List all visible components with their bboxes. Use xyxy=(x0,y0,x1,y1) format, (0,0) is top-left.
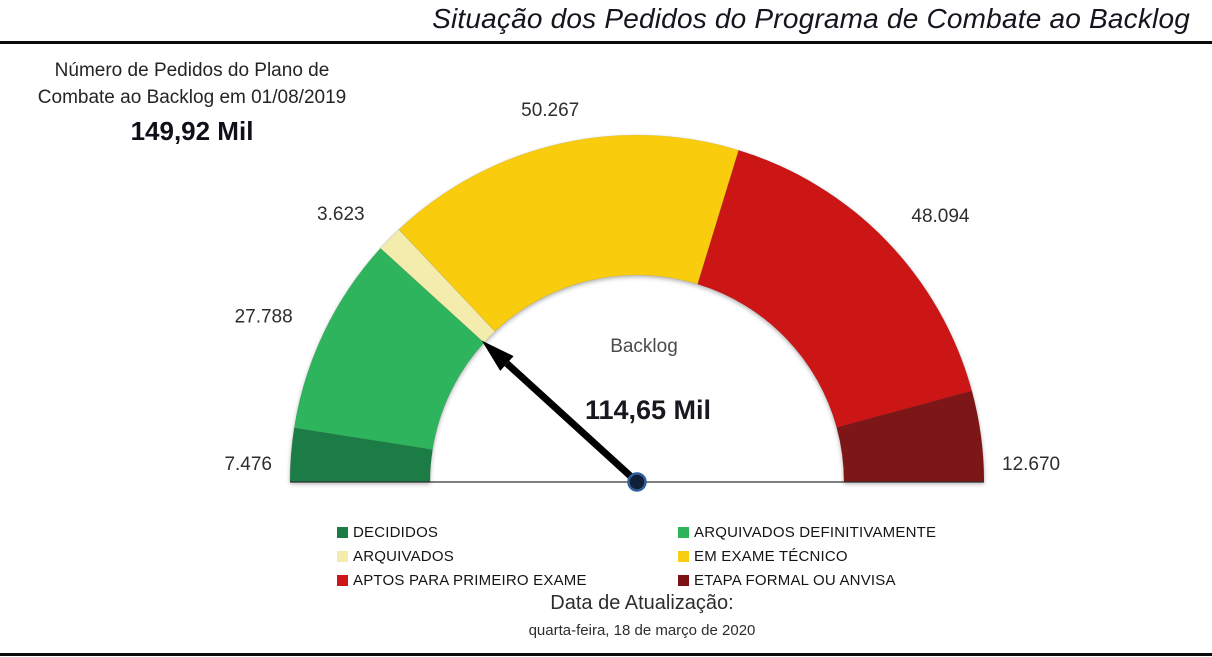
legend-swatch-icon xyxy=(678,550,689,562)
footer: Data de Atualização: quarta-feira, 18 de… xyxy=(0,592,1212,639)
kpi-total-value: 149,92 Mil xyxy=(130,116,254,146)
gauge-segments-group xyxy=(289,134,985,483)
kpi-note-line2: Combate ao Backlog em 01/08/2019 xyxy=(37,87,347,108)
bottom-rule xyxy=(0,653,1212,656)
legend-label: APTOS PARA PRIMEIRO EXAME xyxy=(353,571,587,589)
legend-swatch-icon xyxy=(678,526,689,538)
needle-shaft xyxy=(504,360,640,485)
legend-swatch-icon xyxy=(337,574,348,586)
legend-item-2[interactable]: ARQUIVADOS xyxy=(337,546,678,566)
legend-item-4[interactable]: APTOS PARA PRIMEIRO EXAME xyxy=(337,570,678,590)
legend-label: EM EXAME TÉCNICO xyxy=(694,547,848,565)
gauge-labels-group: 7.476 27.788 3.623 50.267 48.094 12.670 xyxy=(224,100,1060,483)
segment-value-label-4: 48.094 xyxy=(911,206,970,227)
segment-value-label-1: 27.788 xyxy=(235,307,293,328)
gauge-needle xyxy=(481,340,647,492)
legend-item-0[interactable]: DECIDIDOS xyxy=(337,522,678,542)
legend-swatch-icon xyxy=(337,550,348,562)
gauge-center-label: Backlog xyxy=(610,336,678,357)
legend-label: DECIDIDOS xyxy=(353,523,439,541)
gauge-segment-3[interactable] xyxy=(398,134,740,332)
legend-label: ARQUIVADOS DEFINITIVAMENTE xyxy=(694,523,937,541)
gauge-segment-4[interactable] xyxy=(697,149,973,429)
legend: DECIDIDOS ARQUIVADOS DEFINITIVAMENTE ARQUI… xyxy=(337,522,1058,590)
page-title: Situação dos Pedidos do Programa de Comb… xyxy=(432,3,1190,34)
footer-update-label: Data de Atualização: xyxy=(550,592,734,614)
kpi-note-line1: Número de Pedidos do Plano de xyxy=(54,60,330,81)
legend-swatch-icon xyxy=(337,526,348,538)
legend-label: ETAPA FORMAL OU ANVISA xyxy=(694,571,896,589)
legend-item-5[interactable]: ETAPA FORMAL OU ANVISA xyxy=(678,570,1058,590)
segment-value-label-5: 12.670 xyxy=(1002,454,1060,475)
segment-value-label-3: 50.267 xyxy=(521,100,579,121)
segment-value-label-2: 3.623 xyxy=(317,204,365,225)
legend-label: ARQUIVADOS xyxy=(353,547,454,565)
legend-item-1[interactable]: ARQUIVADOS DEFINITIVAMENTE xyxy=(678,522,1058,542)
legend-item-3[interactable]: EM EXAME TÉCNICO xyxy=(678,546,1058,566)
legend-swatch-icon xyxy=(678,574,689,586)
page-header: Situação dos Pedidos do Programa de Comb… xyxy=(0,0,1212,44)
segment-value-label-0: 7.476 xyxy=(224,454,272,475)
needle-head xyxy=(481,340,514,371)
footer-update-date: quarta-feira, 18 de março de 2020 xyxy=(528,622,756,639)
kpi-note: Número de Pedidos do Plano de Combate ao… xyxy=(6,57,378,145)
needle-pivot xyxy=(627,472,647,492)
gauge-center-value: 114,65 Mil xyxy=(584,395,712,425)
